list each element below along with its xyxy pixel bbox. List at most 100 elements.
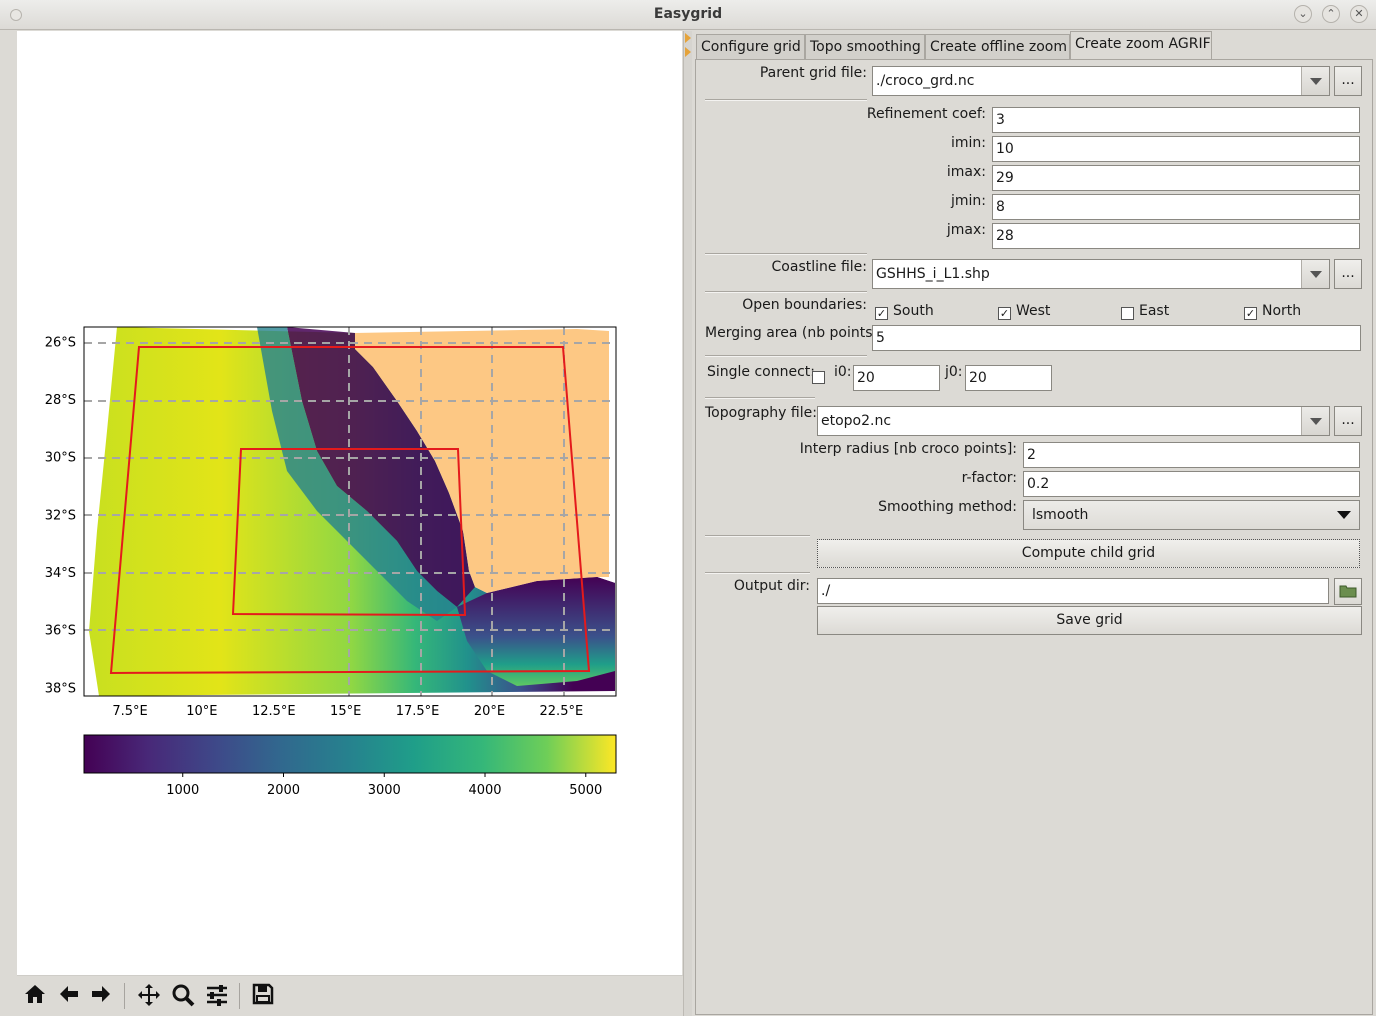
map-data: [89, 327, 615, 696]
chevron-down-icon[interactable]: [1337, 511, 1351, 519]
merging-field[interactable]: 5: [872, 325, 1361, 351]
coastline-browse-button[interactable]: ...: [1334, 259, 1362, 289]
y-tick-label: 36°S: [45, 624, 76, 639]
splitter-arrow-icon[interactable]: [685, 47, 691, 57]
rfactor-field[interactable]: 0.2: [1023, 471, 1360, 497]
plot-pane: 7.5°E 10°E 12.5°E 15°E 17.5°E 20°E 22.5°E 26°S…: [6, 31, 687, 1016]
minimize-icon[interactable]: ⌄: [1294, 5, 1312, 23]
y-tick-label: 32°S: [45, 508, 76, 523]
graticule: [84, 327, 616, 696]
jmin-field[interactable]: 8: [992, 194, 1360, 220]
folder-icon[interactable]: [1334, 578, 1362, 605]
colorbar-tick-label: 2000: [267, 783, 300, 798]
sliders-icon[interactable]: [203, 983, 231, 1011]
topography-label: Topography file:: [705, 405, 817, 421]
north-checkbox[interactable]: ✓: [1244, 307, 1257, 320]
y-tick-label: 26°S: [45, 335, 76, 350]
parent-grid-browse-button[interactable]: ...: [1334, 66, 1362, 96]
y-tick-label: 30°S: [45, 451, 76, 466]
map-axes: [83, 326, 617, 697]
imin-field[interactable]: 10: [992, 136, 1360, 162]
close-icon[interactable]: ✕: [1350, 5, 1368, 23]
colorbar-tick-label: 4000: [468, 783, 501, 798]
j0-label: j0:: [945, 364, 963, 380]
j0-field[interactable]: 20: [965, 365, 1052, 391]
compute-child-grid-button[interactable]: Compute child grid: [817, 539, 1360, 568]
x-tick-label: 20°E: [474, 704, 505, 719]
forward-arrow-icon[interactable]: [87, 983, 115, 1011]
south-label: South: [893, 303, 934, 319]
maximize-icon[interactable]: ⌃: [1322, 5, 1340, 23]
chevron-down-icon[interactable]: [1301, 407, 1329, 435]
single-connect-label: Single connect:: [707, 364, 816, 380]
interp-radius-field[interactable]: 2: [1023, 442, 1360, 468]
parent-grid-value: ./croco_grd.nc: [876, 73, 975, 89]
colorbar-tick-label: 5000: [569, 783, 602, 798]
topography-combo[interactable]: etopo2.nc: [817, 406, 1330, 436]
tab-create-zoom-agrif[interactable]: Create zoom AGRIF: [1070, 31, 1212, 60]
x-tick-label: 17.5°E: [396, 704, 440, 719]
parent-grid-combo[interactable]: ./croco_grd.nc: [872, 66, 1330, 96]
pan-icon[interactable]: [135, 983, 163, 1011]
land-area: [355, 329, 609, 593]
settings-pane: Configure grid Topo smoothing Create off…: [692, 31, 1376, 1016]
i0-field[interactable]: 20: [853, 365, 940, 391]
agrif-panel: Parent grid file: ./croco_grd.nc ... Ref…: [695, 59, 1373, 1015]
west-label: West: [1016, 303, 1051, 319]
west-checkbox[interactable]: ✓: [998, 307, 1011, 320]
tab-create-offline-zoom[interactable]: Create offline zoom: [925, 34, 1070, 59]
rfactor-label: r-factor:: [961, 470, 1017, 486]
coastline-label: Coastline file:: [771, 259, 867, 275]
colorbar: [83, 734, 617, 774]
open-boundaries-label: Open boundaries:: [742, 297, 867, 313]
colorbar-tick-label: 1000: [166, 783, 199, 798]
output-dir-field[interactable]: ./: [817, 578, 1329, 604]
pane-splitter[interactable]: [683, 31, 692, 1016]
chevron-down-icon[interactable]: [1301, 67, 1329, 95]
splitter-arrow-icon[interactable]: [685, 33, 691, 43]
smoothing-method-select[interactable]: lsmooth: [1023, 500, 1360, 530]
refinement-label: Refinement coef:: [866, 106, 986, 122]
window-menu-icon[interactable]: [10, 9, 22, 21]
map-figure: 7.5°E 10°E 12.5°E 15°E 17.5°E 20°E 22.5°E 26°S…: [45, 326, 617, 798]
parent-domain-box: [109, 346, 591, 675]
chevron-down-icon[interactable]: [1301, 260, 1329, 288]
topography-value: etopo2.nc: [821, 413, 892, 429]
child-domain-box: [231, 448, 467, 617]
zoom-icon[interactable]: [169, 983, 197, 1011]
topography-browse-button[interactable]: ...: [1334, 406, 1362, 436]
x-tick-label: 15°E: [330, 704, 361, 719]
home-icon[interactable]: [21, 983, 49, 1011]
i0-label: i0:: [834, 364, 852, 380]
jmax-label: jmax:: [946, 222, 986, 238]
jmax-field[interactable]: 28: [992, 223, 1360, 249]
imax-field[interactable]: 29: [992, 165, 1360, 191]
coastline-combo[interactable]: GSHHS_i_L1.shp: [872, 259, 1330, 289]
tab-configure-grid[interactable]: Configure grid: [696, 34, 805, 59]
x-tick-label: 12.5°E: [252, 704, 296, 719]
refinement-field[interactable]: 3: [992, 107, 1360, 133]
parent-grid-label: Parent grid file:: [759, 65, 867, 81]
y-tick-label: 38°S: [45, 681, 76, 696]
north-label: North: [1262, 303, 1302, 319]
save-icon[interactable]: [249, 983, 277, 1011]
x-tick-label: 10°E: [186, 704, 217, 719]
back-arrow-icon[interactable]: [55, 983, 83, 1011]
single-connect-checkbox[interactable]: [812, 371, 825, 384]
x-tick-label: 22.5°E: [540, 704, 584, 719]
y-tick-label: 34°S: [45, 566, 76, 581]
smoothing-method-label: Smoothing method:: [878, 499, 1017, 515]
window-title: Easygrid: [653, 6, 723, 22]
coastline-value: GSHHS_i_L1.shp: [876, 266, 990, 282]
save-grid-button[interactable]: Save grid: [817, 606, 1362, 635]
imax-label: imax:: [946, 164, 986, 180]
map-canvas[interactable]: 7.5°E 10°E 12.5°E 15°E 17.5°E 20°E 22.5°E 26°S…: [17, 31, 682, 975]
title-bar: Easygrid ⌄ ⌃ ✕: [0, 0, 1376, 30]
imin-label: imin:: [950, 135, 986, 151]
east-checkbox[interactable]: [1121, 307, 1134, 320]
jmin-label: jmin:: [950, 193, 986, 209]
output-dir-label: Output dir:: [733, 578, 810, 594]
south-checkbox[interactable]: ✓: [875, 307, 888, 320]
smoothing-method-value: lsmooth: [1032, 507, 1089, 523]
tab-topo-smoothing[interactable]: Topo smoothing: [805, 34, 925, 59]
